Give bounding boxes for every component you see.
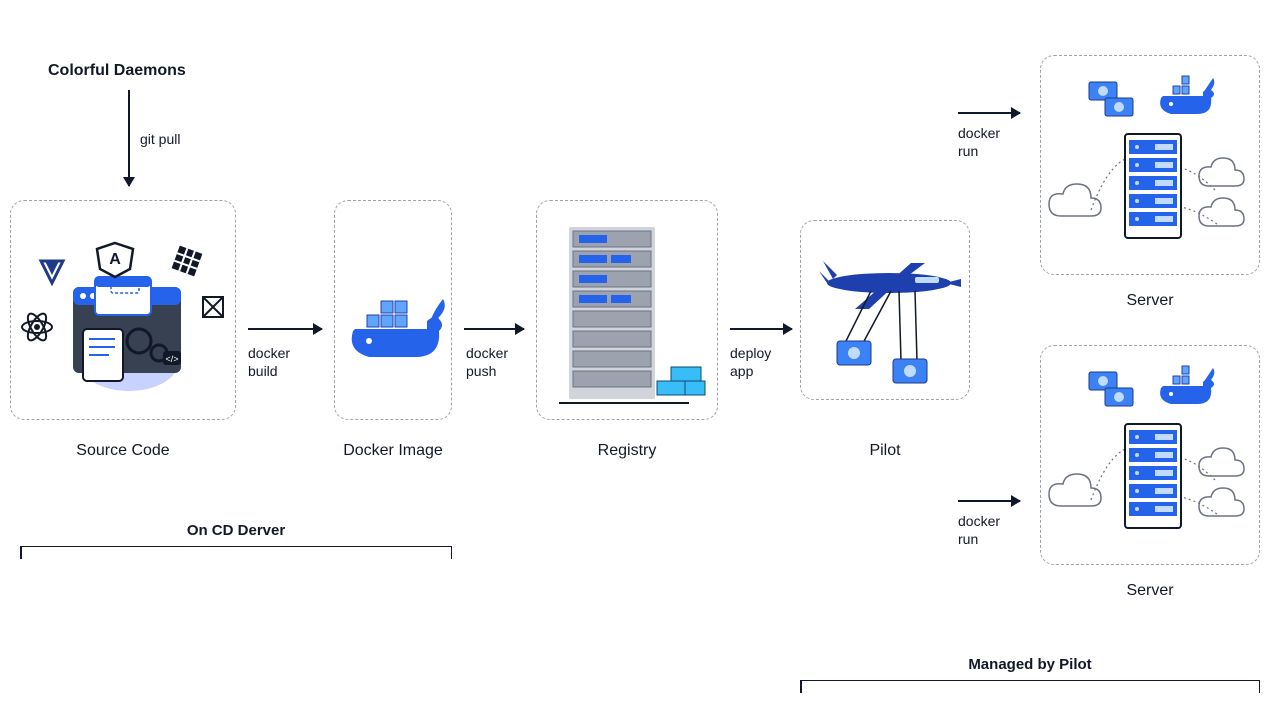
edge-label-git-pull: git pull [140,130,180,148]
node-registry [536,200,718,420]
docker-whale-icon [335,201,453,421]
arrow-docker-build [248,328,322,330]
node-label-docker: Docker Image [334,442,452,460]
edge-label-docker-run-1: docker run [958,124,1000,160]
node-pilot [800,220,970,400]
node-label-server-1: Server [1040,292,1260,310]
group-bracket-pilot [800,680,1260,692]
registry-illustration [537,201,719,421]
arrow-docker-run-2 [958,500,1020,502]
arrow-git-pull [128,90,130,186]
node-source-code: </> A [10,200,236,420]
node-label-source: Source Code [10,442,236,460]
node-label-pilot: Pilot [800,442,970,460]
node-label-server-2: Server [1040,582,1260,600]
group-bracket-cd [20,546,452,558]
arrow-docker-push [464,328,524,330]
node-server-2 [1040,345,1260,565]
edge-label-docker-run-2: docker run [958,512,1000,548]
diagram-title: Colorful Daemons [48,62,186,80]
arrow-deploy-app [730,328,792,330]
group-label-pilot: Managed by Pilot [800,656,1260,673]
svg-text:A: A [109,251,121,268]
server-illustration-1 [1041,56,1261,256]
pilot-illustration [801,221,971,401]
edge-label-docker-push: docker push [466,344,508,380]
server-illustration-2 [1041,346,1261,546]
edge-label-deploy-app: deploy app [730,344,771,380]
node-docker-image [334,200,452,420]
group-label-cd: On CD Derver [20,522,452,539]
node-label-registry: Registry [536,442,718,460]
node-server-1 [1040,55,1260,275]
source-code-illustration: </> A [11,201,237,421]
arrow-docker-run-1 [958,112,1020,114]
svg-text:</>: </> [165,354,178,364]
edge-label-docker-build: docker build [248,344,290,380]
